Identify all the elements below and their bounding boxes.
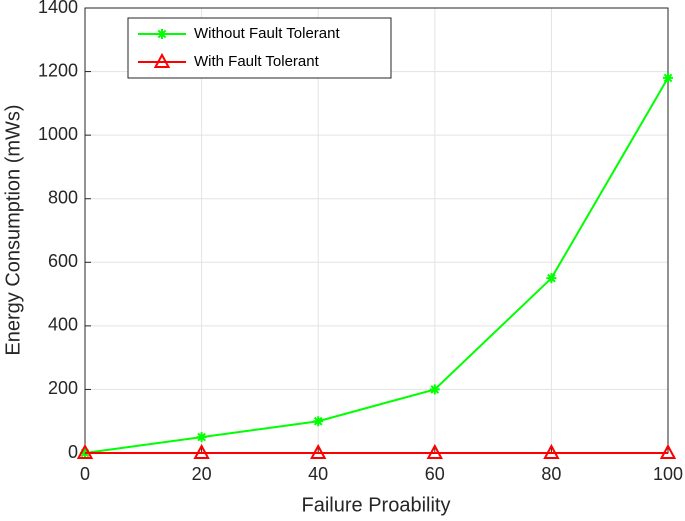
series-line [84,77,669,454]
marker-triangle [193,443,210,459]
marker-asterisk [313,416,324,427]
x-tick-label: 60 [425,464,445,484]
marker-triangle [153,52,171,68]
marker-triangle [426,443,443,459]
y-tick-label: 200 [48,378,78,398]
x-axis-label: Failure Proability [302,494,451,516]
marker-triangle [76,443,94,459]
marker-asterisk [196,432,207,443]
legend-label: Without Fault Tolerant [194,25,340,42]
y-tick-label: 600 [48,251,78,271]
y-axis-label: Energy Consumption (mWs) [2,104,24,355]
legend-box [127,17,392,79]
y-tick-label: 400 [48,315,78,335]
x-tick-label: 80 [541,464,561,484]
x-tick-label: 40 [308,464,328,484]
x-tick-label: 0 [80,464,90,484]
y-tick-label: 1400 [38,0,78,17]
x-tick-label: 20 [192,464,212,484]
marker-asterisk [546,273,557,284]
marker-triangle [310,443,327,459]
y-tick-label: 1000 [38,124,78,144]
marker-asterisk [663,72,673,83]
legend-label: With Fault Tolerant [194,53,320,70]
marker-asterisk [157,29,167,39]
y-tick-label: 1200 [38,60,78,80]
x-tick-label: 100 [653,464,683,484]
marker-triangle [659,443,677,459]
marker-asterisk [429,384,440,395]
y-tick-label: 0 [68,442,78,462]
y-tick-label: 800 [48,187,78,207]
marker-triangle [543,443,560,459]
